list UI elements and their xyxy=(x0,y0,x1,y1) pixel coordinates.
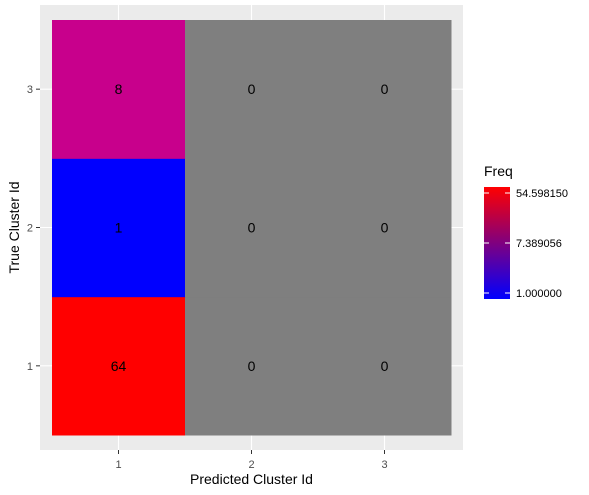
legend: Freq 54.598150 7.389056 1.000000 xyxy=(484,163,568,300)
cell-label-3-1: 0 xyxy=(381,358,389,374)
heatmap-cell-3-3 xyxy=(318,20,452,159)
heatmap-cell-3-2 xyxy=(318,158,452,298)
cell-label-1-1: 64 xyxy=(111,358,127,374)
heatmap-cell-1-1 xyxy=(52,296,186,436)
y-axis-title: True Cluster Id xyxy=(6,181,22,273)
x-tick-label-3: 3 xyxy=(381,459,387,471)
heatmap-cell-2-1 xyxy=(185,296,319,436)
cell-label-3-3: 0 xyxy=(381,81,389,97)
x-axis-ticks: 1 2 3 xyxy=(115,450,388,471)
legend-label-54.598150: 54.598150 xyxy=(516,188,568,200)
y-tick-label-1: 1 xyxy=(27,361,33,373)
y-tick-label-3: 3 xyxy=(27,84,33,96)
cell-label-2-1: 0 xyxy=(248,358,256,374)
x-tick-label-2: 2 xyxy=(248,459,254,471)
heatmap-cell-2-3 xyxy=(185,20,319,159)
y-tick-label-2: 2 xyxy=(27,223,33,235)
cell-label-1-2: 1 xyxy=(115,220,123,236)
legend-label-1.000000: 1.000000 xyxy=(516,288,562,300)
heatmap-cell-1-2 xyxy=(52,158,186,298)
x-axis-title: Predicted Cluster Id xyxy=(190,471,313,487)
legend-label-7.389056: 7.389056 xyxy=(516,238,562,250)
cell-labels: 64 0 0 1 0 0 8 0 0 xyxy=(111,81,389,374)
heatmap-cell-3-1 xyxy=(318,296,452,436)
heatmap-cell-2-2 xyxy=(185,158,319,298)
cell-label-2-2: 0 xyxy=(248,220,256,236)
cell-label-2-3: 0 xyxy=(248,81,256,97)
cell-label-3-2: 0 xyxy=(381,220,389,236)
legend-title: Freq xyxy=(484,163,513,179)
heatmap-cell-1-3 xyxy=(52,20,186,159)
legend-breaks: 54.598150 7.389056 1.000000 xyxy=(484,188,568,300)
cell-label-1-3: 8 xyxy=(115,81,123,97)
y-axis-ticks: 1 2 3 xyxy=(27,84,40,373)
x-tick-label-1: 1 xyxy=(115,459,121,471)
heatmap-cells xyxy=(52,20,452,436)
